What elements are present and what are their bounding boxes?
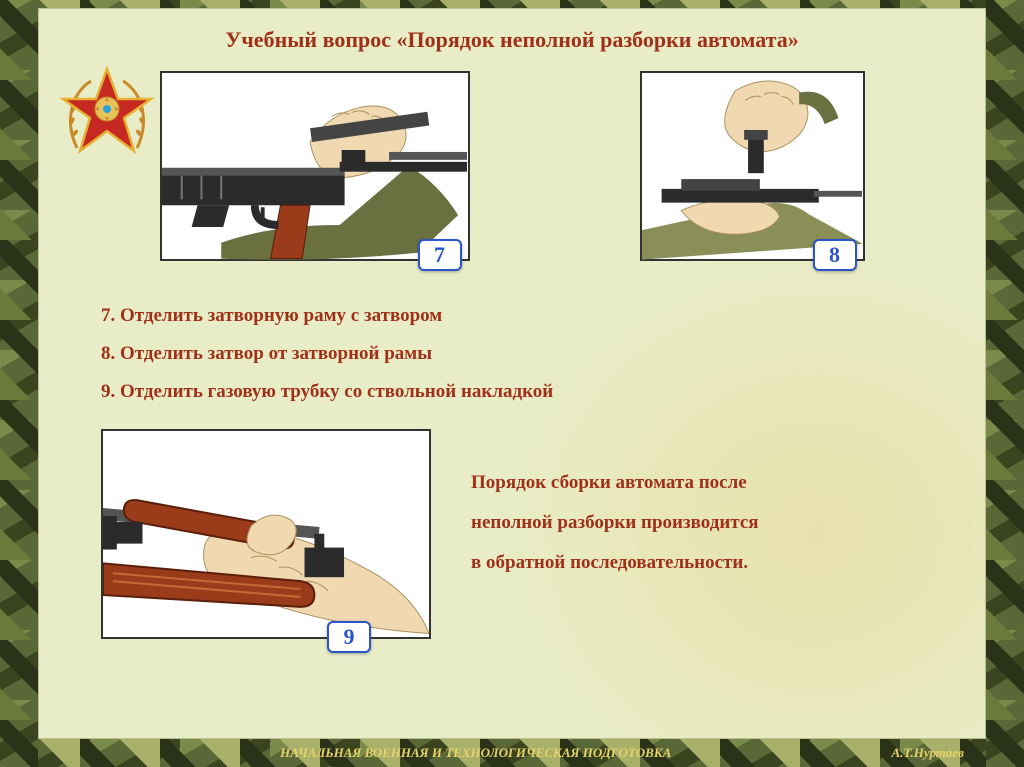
military-star-emblem [57,63,157,163]
step-list: 7. Отделить затворную раму с затвором 8.… [101,297,959,411]
assembly-note-line-2: неполной разборки производится [471,503,759,543]
footer-center-text: НАЧАЛЬНАЯ ВОЕННАЯ И ТЕХНОЛОГИЧЕСКАЯ ПОДГ… [60,745,891,761]
camo-left [0,0,38,767]
assembly-note: Порядок сборки автомата после неполной р… [471,463,759,583]
figure-7-block: 7 [160,71,470,261]
figure-row-7-8: 7 [65,71,959,261]
figure-9-row: 9 Порядок сборки автомата после неполной… [65,429,959,639]
step-9-text: 9. Отделить газовую трубку со ствольной … [101,373,959,411]
footer-bar: НАЧАЛЬНАЯ ВОЕННАЯ И ТЕХНОЛОГИЧЕСКАЯ ПОДГ… [0,739,1024,767]
assembly-note-line-1: Порядок сборки автомата после [471,463,759,503]
assembly-note-line-3: в обратной последовательности. [471,543,759,583]
figure-8-number-badge: 8 [813,239,857,271]
figure-9-number-badge: 9 [327,621,371,653]
camo-right [986,0,1024,767]
slide-title: Учебный вопрос «Порядок неполной разборк… [65,27,959,53]
figure-8-illustration [640,71,865,261]
camo-top [0,0,1024,8]
slide-content: Учебный вопрос «Порядок неполной разборк… [38,8,986,739]
step-7-text: 7. Отделить затворную раму с затвором [101,297,959,335]
figure-9-block: 9 [101,429,431,639]
step-8-text: 8. Отделить затвор от затворной рамы [101,335,959,373]
footer-author: А.Т.Нуртаев [891,745,964,761]
figure-7-number-badge: 7 [418,239,462,271]
figure-7-illustration [160,71,470,261]
figure-8-block: 8 [640,71,865,261]
figure-9-illustration [101,429,431,639]
